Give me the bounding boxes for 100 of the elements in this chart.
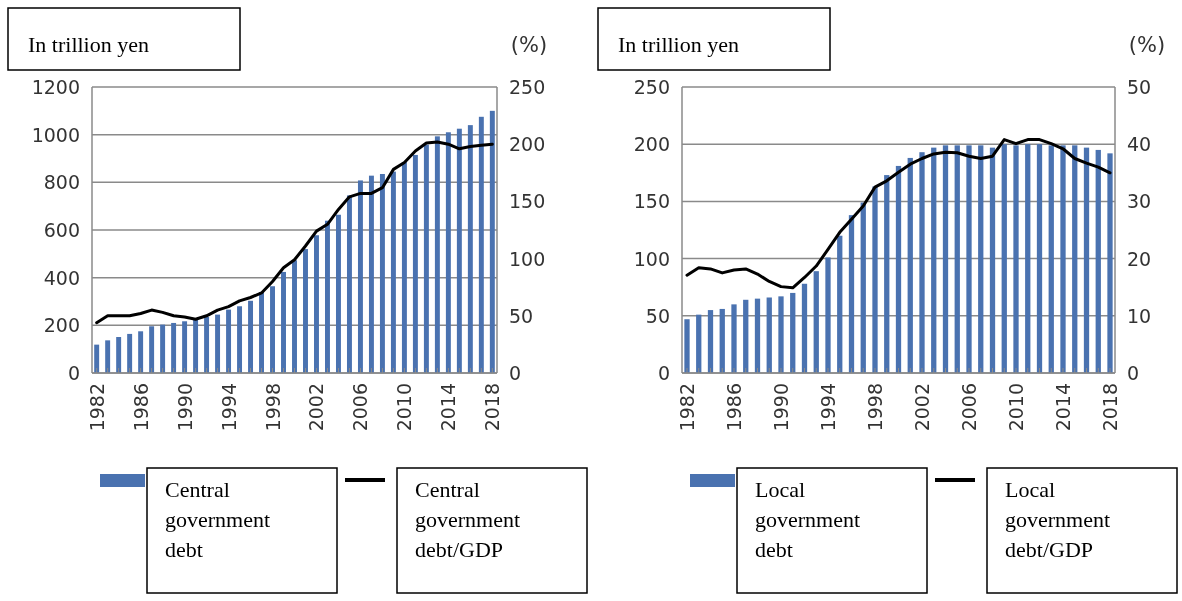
y-tick-label: 600 (43, 219, 80, 241)
x-tick-label: 2010 (1005, 383, 1027, 432)
y-tick-label: 400 (43, 266, 80, 289)
bar (1036, 144, 1043, 373)
y-axis-title: In trillion yen (28, 32, 149, 57)
bar (989, 147, 996, 373)
y-tick-label: 250 (633, 76, 670, 98)
y2-tick-label: 20 (1127, 247, 1152, 270)
bar (182, 321, 188, 373)
bar (259, 291, 264, 373)
y2-axis-title: (%) (1128, 33, 1166, 57)
bar (193, 319, 199, 373)
bar (105, 340, 111, 373)
bar (1107, 153, 1113, 373)
x-tick-label: 2006 (349, 383, 372, 432)
y-tick-label: 1000 (31, 123, 80, 146)
x-tick-label: 1998 (864, 383, 886, 432)
bar (954, 145, 960, 373)
bar (837, 235, 843, 373)
y-tick-label: 0 (657, 362, 670, 384)
x-tick-label: 1986 (723, 383, 745, 432)
y2-tick-label: 150 (509, 190, 546, 213)
bar (895, 165, 902, 373)
bar (445, 132, 451, 373)
x-tick-label: 2014 (437, 383, 460, 432)
bar (1001, 144, 1007, 373)
bar (467, 125, 473, 373)
bar (942, 145, 949, 373)
bar (707, 310, 714, 373)
y-tick-label: 800 (43, 171, 80, 194)
x-tick-label: 2002 (305, 383, 328, 432)
y2-axis-title: (%) (510, 33, 548, 57)
bar (907, 157, 913, 373)
x-tick-label: 1994 (817, 383, 839, 432)
legend-label: Local government debt (755, 477, 861, 562)
y-axis-title: In trillion yen (618, 32, 739, 57)
bar (872, 186, 878, 373)
bar (270, 286, 275, 373)
legend-label: Central government debt (165, 477, 271, 562)
y2-tick-label: 30 (1127, 190, 1152, 213)
line-series (685, 138, 1112, 290)
bar (368, 175, 374, 373)
bar (94, 344, 100, 373)
bar (390, 171, 396, 373)
bar (778, 296, 784, 373)
bar (478, 116, 484, 373)
line-series (95, 140, 494, 325)
bar (801, 283, 808, 373)
y2-tick-label: 100 (509, 247, 546, 270)
bar (401, 162, 407, 373)
bar (978, 145, 984, 373)
y-tick-label: 50 (645, 304, 670, 327)
bar (813, 271, 819, 373)
y2-tick-label: 50 (509, 304, 534, 327)
y-tick-label: 1200 (31, 76, 80, 98)
y-tick-label: 100 (633, 247, 670, 270)
bar (434, 136, 440, 373)
bar (966, 145, 972, 373)
x-tick-label: 2010 (393, 383, 416, 432)
legend-label: Local government debt/GDP (1005, 477, 1111, 562)
bar (719, 308, 725, 373)
bar (489, 110, 495, 373)
y-tick-label: 200 (43, 314, 80, 337)
y-tick-label: 0 (67, 362, 80, 384)
x-tick-label: 1994 (217, 383, 240, 432)
x-tick-label: 2018 (1099, 383, 1122, 432)
bar (919, 152, 925, 373)
y2-tick-label: 10 (1127, 304, 1152, 327)
x-tick-label: 1998 (261, 383, 284, 432)
bar (335, 214, 341, 373)
bar (204, 316, 210, 373)
y-tick-label: 150 (633, 190, 670, 213)
y2-tick-label: 0 (509, 362, 522, 384)
bar (1072, 145, 1078, 373)
bar (314, 235, 319, 373)
bar (1060, 145, 1066, 373)
bar (412, 154, 418, 373)
bar (149, 326, 155, 373)
bar (325, 220, 330, 373)
bar (346, 195, 352, 373)
bar (1025, 144, 1031, 373)
bar (731, 304, 737, 373)
bar (1048, 145, 1054, 373)
bar (357, 180, 363, 373)
bar (116, 337, 122, 373)
y2-tick-label: 50 (1127, 76, 1152, 98)
legend-label: Central government debt/GDP (415, 477, 521, 562)
bar (684, 319, 690, 373)
bar (379, 173, 385, 373)
bar (215, 314, 221, 373)
bar (1083, 147, 1090, 373)
x-tick-label: 2002 (911, 383, 933, 432)
bar (1013, 145, 1019, 373)
y2-tick-label: 200 (509, 133, 546, 156)
y2-tick-label: 40 (1127, 133, 1152, 156)
bar (127, 333, 133, 373)
x-tick-label: 2014 (1052, 383, 1074, 432)
bar (138, 331, 144, 373)
x-tick-label: 2006 (958, 383, 980, 432)
bar (754, 298, 761, 373)
